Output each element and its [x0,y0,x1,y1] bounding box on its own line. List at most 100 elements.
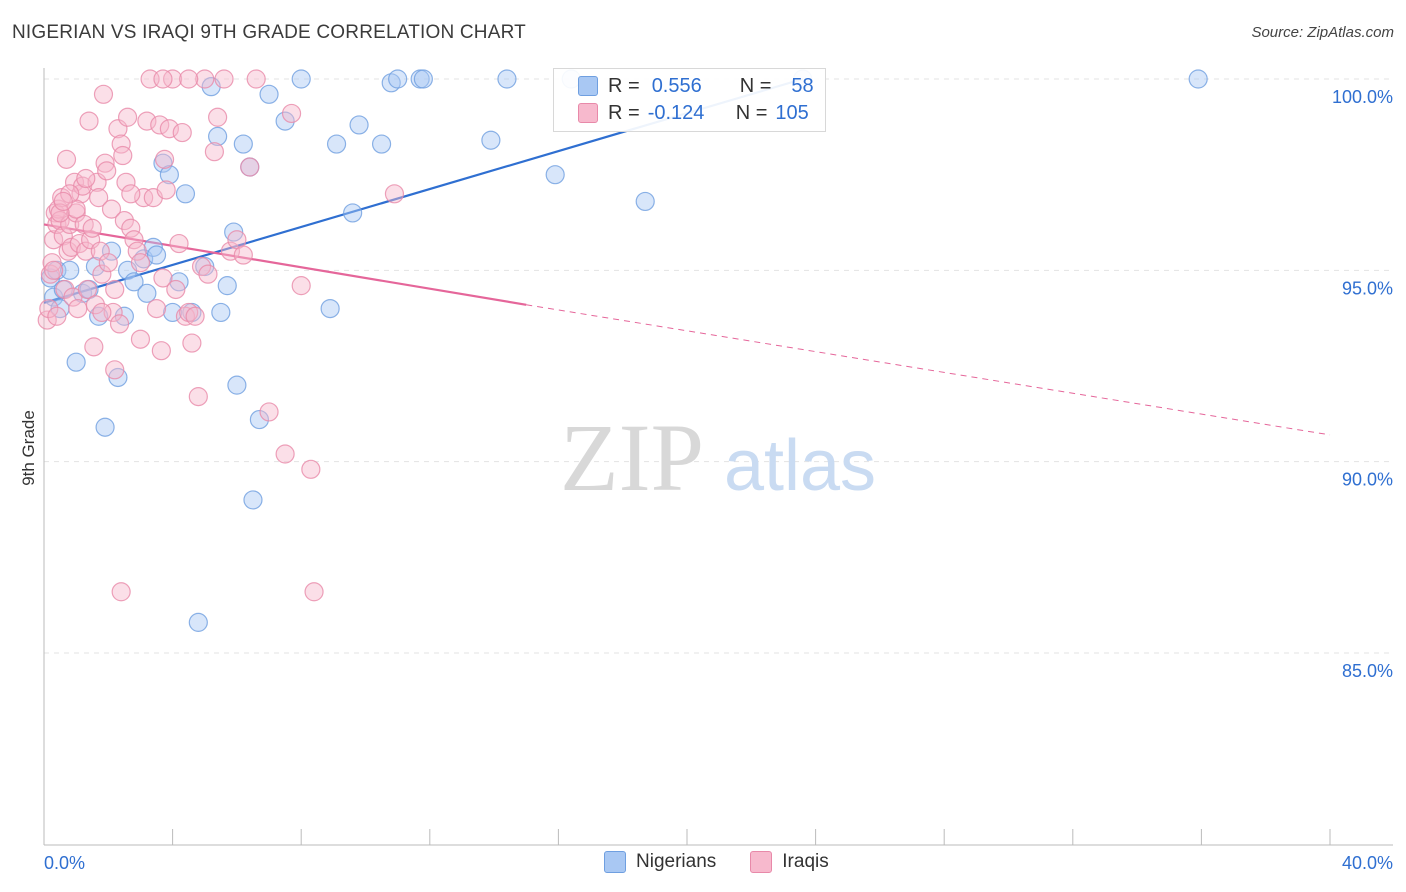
legend-item-iraqis[interactable]: Iraqis [750,851,829,873]
point-iraqis [185,306,205,326]
point-iraqis [172,122,192,143]
point-iraqis [130,253,151,273]
point-nigerians [217,276,237,296]
point-iraqis [137,111,157,131]
point-nigerians [85,256,106,277]
point-iraqis [384,184,405,204]
data-points [37,69,1208,632]
point-iraqis [82,218,102,238]
point-iraqis [151,341,171,361]
point-iraqis [97,161,117,181]
point-iraqis [159,119,179,139]
point-iraqis [113,145,133,166]
point-iraqis [179,69,199,89]
legend-label-nigerians: Nigerians [636,851,717,872]
point-iraqis [154,149,175,169]
y-axis-label: 9th Grade [19,410,38,486]
point-iraqis [166,279,186,300]
point-iraqis [111,582,131,602]
point-iraqis [134,188,154,208]
point-iraqis [84,337,104,357]
legend-label-iraqis: Iraqis [782,851,829,872]
point-iraqis [50,203,70,223]
point-iraqis [90,241,110,261]
point-iraqis [47,306,67,326]
point-iraqis [281,103,302,124]
point-iraqis [42,253,62,273]
point-nigerians [44,287,64,307]
point-nigerians [95,417,115,437]
legend-swatch-iraqis [750,851,773,873]
watermark: ZIP atlas [560,404,876,511]
point-iraqis [156,180,176,200]
point-nigerians [101,241,122,261]
point-iraqis [103,302,123,323]
n-label: N = [739,74,772,97]
trend-line-iraqis-extrapolated [526,304,1331,436]
point-nigerians [249,409,270,430]
point-nigerians [175,184,196,204]
point-iraqis [191,256,212,277]
point-iraqis [98,253,118,273]
point-iraqis [169,233,189,254]
point-iraqis [117,107,138,127]
point-nigerians [66,352,86,372]
point-nigerians [291,69,311,89]
point-iraqis [116,172,136,192]
r-label: R = [608,101,640,124]
x-tick-label: 40.0% [1342,853,1393,873]
point-nigerians [124,272,144,292]
legend-row-nigerians: R = 0.556 N = 58 [578,73,814,99]
point-iraqis [60,184,80,204]
n-value: 105 [775,101,809,124]
point-iraqis [85,295,106,315]
point-iraqis [188,387,208,407]
point-iraqis [127,241,147,261]
stats-legend: R = 0.556 N = 58 R = -0.124 N = 105 [553,68,826,132]
legend-swatch-nigerians [578,76,598,96]
point-iraqis [55,279,75,300]
point-iraqis [53,226,73,246]
point-nigerians [208,126,228,146]
point-iraqis [77,279,98,300]
point-iraqis [163,69,183,89]
point-nigerians [326,134,347,154]
point-iraqis [53,191,73,212]
point-iraqis [195,69,215,89]
point-iraqis [93,84,114,104]
y-tick-label: 85.0% [1342,661,1393,681]
legend-item-nigerians[interactable]: Nigerians [604,851,716,873]
point-iraqis [291,276,311,296]
point-iraqis [92,302,112,323]
point-iraqis [109,314,130,334]
point-iraqis [259,402,279,422]
point-nigerians [243,490,263,510]
y-tick-label: 100.0% [1332,87,1393,107]
axes [43,68,1393,846]
point-iraqis [304,582,324,602]
point-iraqis [92,264,112,284]
trend-line-iraqis [43,223,527,306]
point-nigerians [188,612,208,632]
point-nigerians [275,111,295,131]
legend-swatch-iraqis [578,103,598,123]
r-value: 0.556 [651,74,702,97]
point-iraqis [44,230,64,250]
point-iraqis [146,299,167,319]
point-iraqis [56,149,77,169]
point-iraqis [76,241,96,261]
point-nigerians [137,283,157,303]
point-iraqis [114,210,134,231]
point-nigerians [211,302,231,323]
point-nigerians [146,245,167,265]
point-iraqis [275,444,295,464]
point-nigerians [163,302,183,323]
point-iraqis [121,184,141,204]
source-label: Source: ZipAtlas.com [1251,24,1394,41]
point-iraqis [130,329,151,349]
point-iraqis [198,264,218,284]
point-iraqis [150,115,170,135]
point-iraqis [69,233,89,254]
point-nigerians [388,69,408,89]
point-iraqis [105,279,125,300]
